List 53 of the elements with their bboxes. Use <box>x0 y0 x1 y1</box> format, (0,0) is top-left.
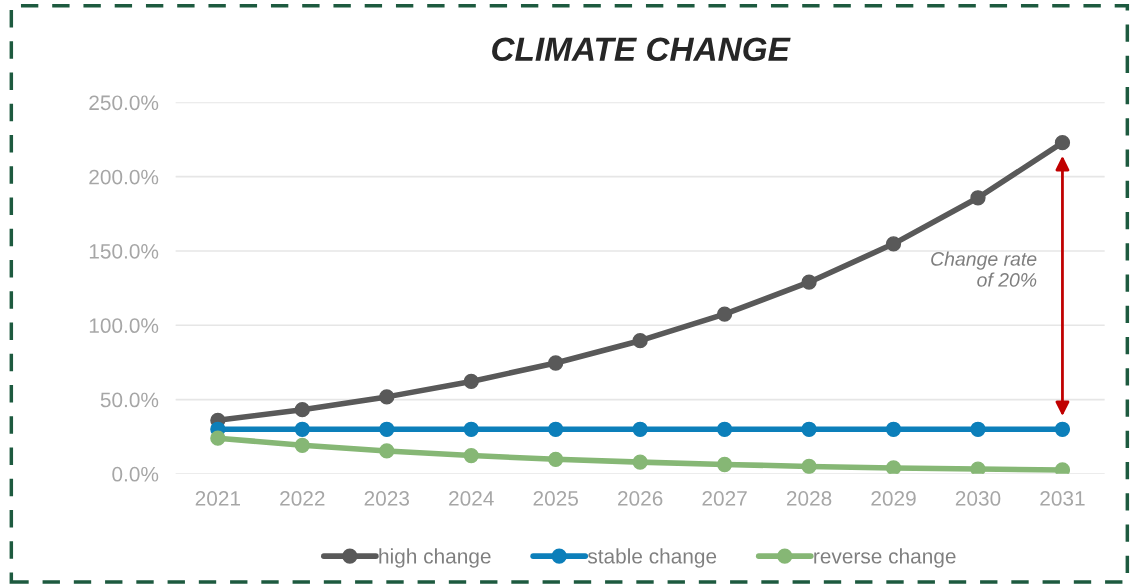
point <box>548 355 564 371</box>
point <box>885 236 902 252</box>
point <box>885 421 902 437</box>
point <box>379 421 395 437</box>
point <box>463 373 479 390</box>
point <box>970 461 986 474</box>
x-tick-label: 2024 <box>449 491 494 506</box>
x-tick-label: 2031 <box>1040 491 1085 506</box>
legend-label: high change <box>379 548 491 568</box>
chart-title: CLIMATE CHANGE <box>492 37 791 62</box>
point <box>294 402 310 418</box>
y-tick-label: 100.0% <box>89 318 159 334</box>
point <box>716 306 733 322</box>
y-tick-label: 0.0% <box>112 466 159 482</box>
point <box>970 190 986 206</box>
legend-label: stable change <box>587 548 717 568</box>
legend-label: reverse change <box>814 548 956 568</box>
x-tick-label: 2021 <box>195 491 240 506</box>
point <box>716 421 733 437</box>
point <box>885 460 902 474</box>
point <box>801 421 817 437</box>
annotation: Change rate of 20% <box>931 251 1037 287</box>
point <box>1054 421 1071 437</box>
point <box>632 454 648 470</box>
y-tick-label: 50.0% <box>100 392 159 408</box>
point <box>970 421 986 437</box>
point <box>294 421 310 437</box>
x-tick-label: 2028 <box>786 491 832 506</box>
point <box>632 333 648 349</box>
x-tick-label: 2026 <box>618 491 663 506</box>
y-tick-label: 150.0% <box>89 243 159 259</box>
point <box>801 458 817 474</box>
point <box>548 421 564 437</box>
point <box>379 443 395 459</box>
point <box>1054 135 1071 151</box>
y-tick-label: 200.0% <box>89 169 159 185</box>
point <box>716 456 733 473</box>
x-tick-label: 2022 <box>280 491 325 506</box>
point <box>463 447 479 464</box>
y-tick-label: 250.0% <box>89 95 159 111</box>
point <box>1054 462 1071 474</box>
point <box>463 421 479 437</box>
point <box>294 437 310 453</box>
point <box>379 389 395 405</box>
x-tick-label: 2023 <box>364 491 410 506</box>
x-tick-label: 2030 <box>955 491 1001 506</box>
point <box>548 451 564 467</box>
x-tick-label: 2029 <box>871 491 916 506</box>
point <box>210 430 226 446</box>
point <box>632 421 648 437</box>
x-tick-label: 2025 <box>533 491 578 506</box>
point <box>801 274 817 290</box>
x-tick-label: 2027 <box>702 491 747 506</box>
